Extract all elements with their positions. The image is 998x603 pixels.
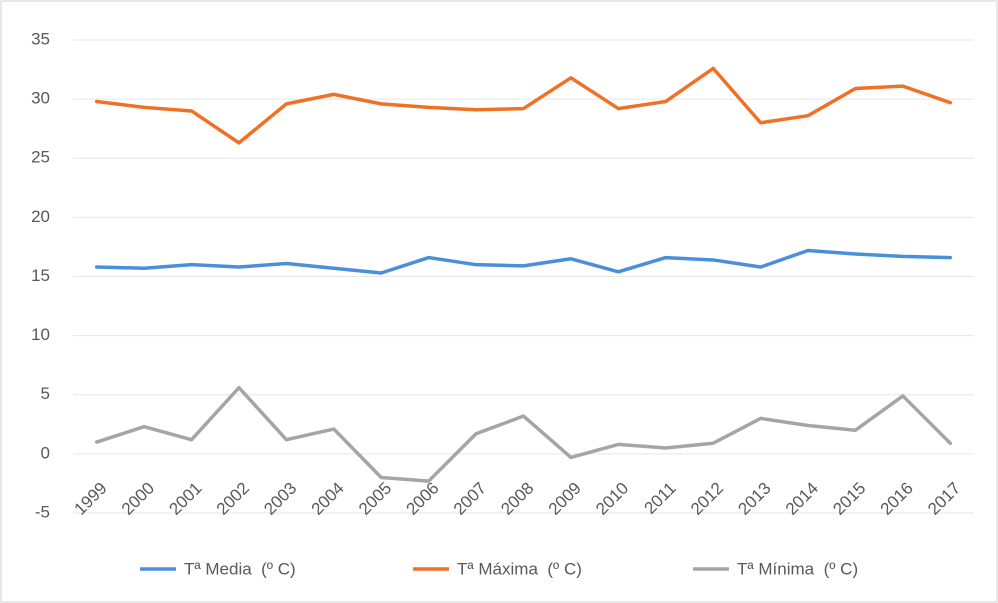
y-tick-label: -5 — [35, 502, 50, 521]
y-tick-label: 0 — [41, 443, 50, 462]
legend-label: Tª Mínima (º C) — [737, 559, 858, 578]
y-tick-label: 30 — [31, 89, 50, 108]
series-line — [94, 248, 953, 275]
legend-label: Tª Máxima (º C) — [457, 559, 582, 578]
legend-label: Tª Media (º C) — [184, 559, 296, 578]
series-line — [94, 385, 953, 483]
y-tick-label: 20 — [31, 207, 50, 226]
series-line — [94, 66, 953, 145]
y-tick-label: 15 — [31, 266, 50, 285]
y-tick-label: 5 — [41, 384, 50, 403]
y-tick-label: 35 — [31, 29, 50, 48]
y-tick-label: 10 — [31, 325, 50, 344]
y-tick-label: 25 — [31, 148, 50, 167]
